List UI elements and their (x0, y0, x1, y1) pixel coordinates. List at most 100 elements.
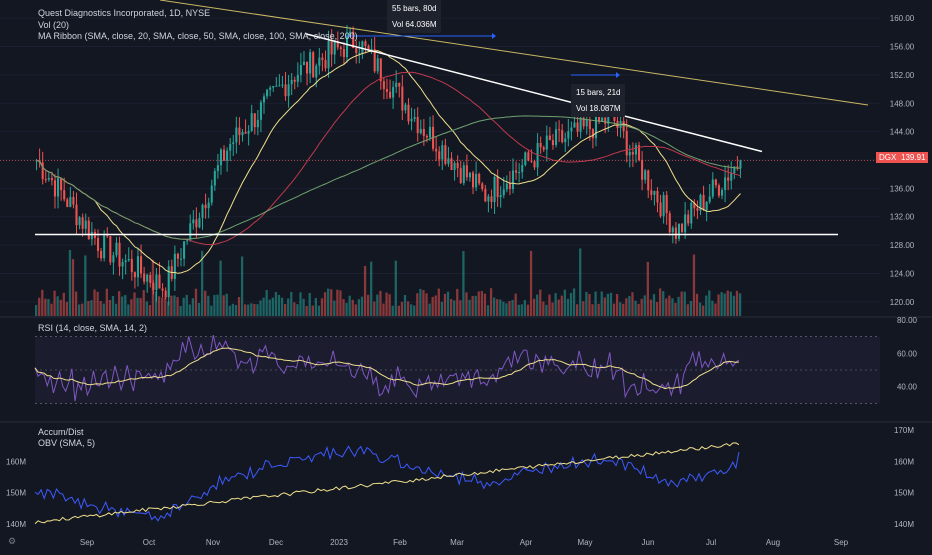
candle-body (493, 176, 496, 203)
candle-body (425, 135, 428, 138)
candle-body (90, 231, 93, 240)
obv-legend[interactable]: OBV (SMA, 5) (38, 438, 96, 448)
volume-bar (253, 303, 256, 316)
candle-body (567, 131, 570, 139)
candle-body (502, 189, 505, 196)
candle-body (290, 79, 293, 85)
candle-body (81, 217, 84, 229)
candle-body (585, 119, 588, 127)
symbol-title[interactable]: Quest Diagnostics Incorporated, 1D, NYSE (38, 8, 211, 18)
candle-body (662, 195, 665, 217)
candle-body (112, 255, 115, 263)
candle-body (69, 196, 72, 207)
candle-body (475, 173, 478, 188)
candle-body (109, 236, 112, 263)
candle-body (223, 149, 226, 161)
candle-body (241, 132, 244, 136)
volume-bar (130, 299, 133, 316)
volume-bar (585, 291, 588, 316)
volume-bar (619, 302, 622, 316)
candle-body (641, 160, 644, 180)
candle-body (382, 81, 385, 89)
volume-bar (692, 254, 696, 316)
volume-bar (293, 302, 296, 316)
candle-body (376, 58, 379, 72)
volume-bar (200, 250, 204, 316)
candle-body (653, 190, 656, 195)
volume-bar (99, 301, 102, 316)
candle-body (438, 151, 441, 160)
candle-body (115, 242, 118, 256)
volume-bar (44, 298, 47, 316)
time-axis[interactable]: Sep Oct Nov Dec 2023 Feb Mar Apr May Jun Jul Aug Sep (80, 538, 849, 547)
volume-bar (511, 299, 514, 316)
candle-body (496, 176, 499, 198)
candle-body (87, 220, 90, 240)
candle-body (576, 122, 579, 132)
volume-bar (142, 290, 145, 316)
candle-body (96, 238, 100, 251)
candle-body (186, 240, 189, 242)
accum-dist-legend[interactable]: Accum/Dist (38, 427, 84, 437)
volume-bar (84, 255, 87, 316)
candle-body (358, 52, 361, 54)
volume-bar (96, 291, 99, 316)
candle-body (229, 144, 232, 151)
volume-bar (459, 300, 462, 316)
accum-dist-line (34, 442, 740, 525)
volume-bar (351, 299, 354, 316)
price-tick-label: 120.00 (890, 298, 915, 307)
volume-bar (582, 301, 585, 316)
volume-bar (333, 300, 336, 316)
measure-badge-2[interactable]: 15 bars, 21d Vol 18.087M (571, 84, 626, 117)
candle-body (542, 147, 545, 150)
rsi-axis[interactable]: 80.00 60.00 40.00 (897, 316, 918, 392)
time-tick-label: Sep (834, 538, 849, 547)
obv-right-tick-label: 150M (894, 489, 914, 498)
candle-body (364, 41, 367, 46)
candle-body (647, 170, 650, 191)
volume-bar (50, 303, 53, 316)
volume-bar (557, 299, 560, 316)
candle-body (204, 204, 207, 209)
ma-line-20 (36, 50, 741, 274)
volume-bar (237, 297, 241, 316)
volume-bar (219, 260, 222, 316)
rsi-legend[interactable]: RSI (14, close, SMA, 14, 2) (38, 323, 148, 333)
measure-2-vol: Vol 18.087M (576, 104, 621, 113)
obv-axis[interactable]: 170M 160M 150M 140M 160M 150M 140M (6, 426, 914, 529)
volume-bar (566, 298, 570, 316)
volume-bar (456, 288, 459, 316)
candle-body (625, 130, 628, 156)
volume-bar (366, 294, 370, 316)
trendlines[interactable] (0, 0, 876, 236)
ma-ribbon-legend[interactable]: MA Ribbon (SMA, close, 20, SMA, close, 5… (38, 31, 358, 41)
volume-bar (68, 250, 72, 316)
candle-body (714, 179, 717, 186)
volume-bar (213, 294, 216, 316)
candle-body (708, 196, 711, 202)
volume-bar (437, 288, 440, 316)
timezone-icon[interactable]: ⚙ (8, 536, 17, 546)
measure-badge-1[interactable]: 55 bars, 80d Vol 64.036M (387, 0, 442, 33)
volume-bar (643, 295, 646, 316)
candle-body (591, 129, 594, 139)
volume-bar (247, 304, 250, 316)
candle-body (687, 214, 690, 224)
candle-body (247, 130, 250, 134)
volume-bar (683, 291, 686, 316)
volume-bar (499, 299, 502, 316)
candle-body (321, 57, 324, 61)
volume-bar (124, 295, 127, 316)
vol-legend[interactable]: Vol (20) (38, 20, 70, 30)
candle-body (140, 256, 143, 274)
candle-body (730, 172, 733, 181)
candle-body (50, 177, 53, 181)
candle-body (232, 142, 235, 145)
candle-body (370, 49, 373, 51)
volume-bar (127, 304, 130, 316)
volume-bar (222, 295, 225, 316)
measure-arrowhead-1 (492, 33, 496, 39)
